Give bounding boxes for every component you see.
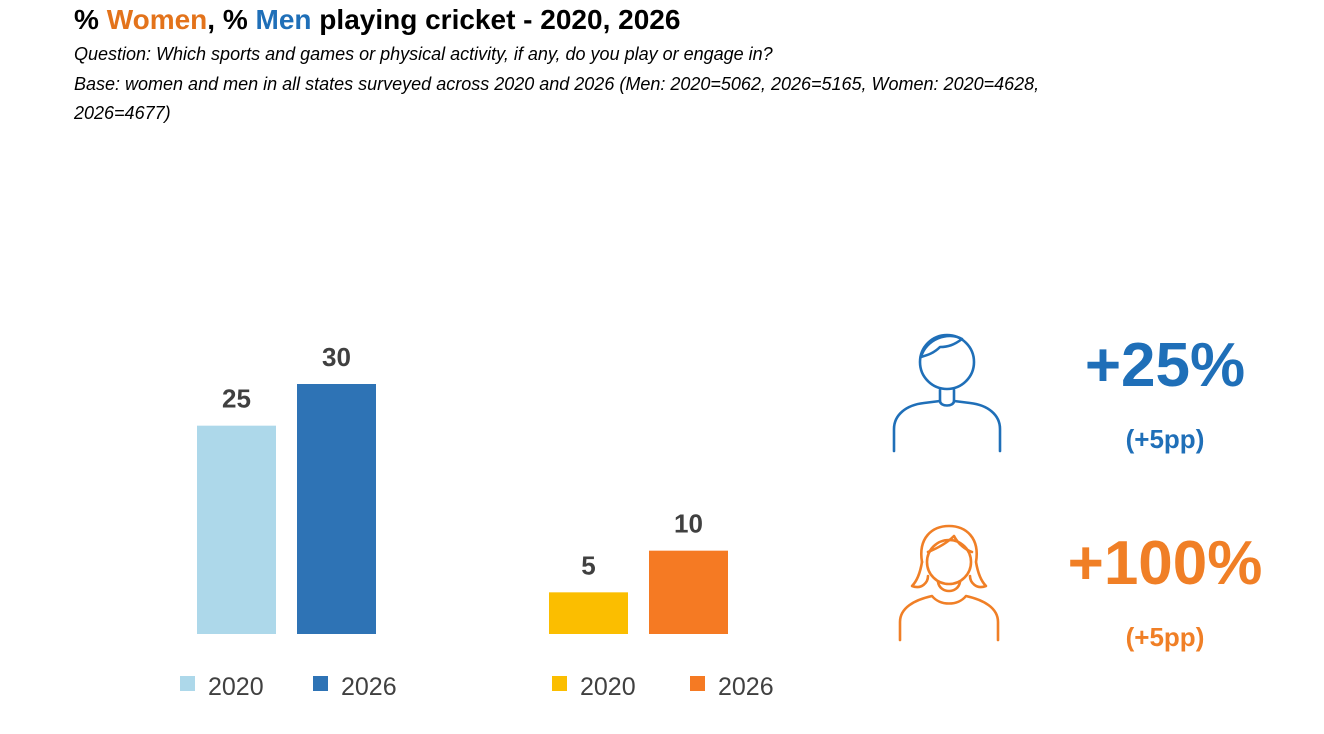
chart-title: % Women, % Men playing cricket - 2020, 2… (74, 4, 680, 36)
title-mid: , % (207, 4, 256, 35)
data-label-men-2020: 25 (222, 384, 251, 414)
legend-label-women-2020: 2020 (580, 673, 636, 701)
legend-swatch-men-2026 (313, 676, 328, 691)
base-text-line1: Base: women and men in all states survey… (74, 74, 1040, 94)
base-text-line2: 2026=4677) (74, 103, 171, 123)
woman-icon (898, 524, 1000, 642)
legend-label-men-2026: 2026 (341, 673, 397, 701)
bar-women-2020 (549, 592, 628, 634)
question-text: Question: Which sports and games or phys… (74, 44, 773, 64)
legend-label-women-2026: 2026 (718, 673, 774, 701)
legend-swatch-men-2020 (180, 676, 195, 691)
legend-swatch-women-2020 (552, 676, 567, 691)
title-men: Men (255, 4, 312, 35)
women-change-value: +100% (1067, 529, 1263, 598)
data-label-men-2026: 30 (322, 342, 351, 372)
title-women: Women (106, 4, 208, 35)
title-suffix: playing cricket - 2020, 2026 (311, 4, 681, 35)
bar-men-2020 (197, 425, 276, 634)
men-change-value: +25% (1084, 331, 1246, 400)
data-label-women-2026: 10 (674, 509, 703, 539)
men-change-pp: (+5pp) (1125, 424, 1205, 454)
title-prefix: % (74, 4, 107, 35)
bar-men-2026 (297, 384, 376, 634)
data-label-women-2020: 5 (581, 550, 595, 580)
legend-swatch-women-2026 (690, 676, 705, 691)
man-icon (892, 333, 1002, 453)
bar-women-2026 (649, 550, 728, 634)
women-change-pp: (+5pp) (1125, 622, 1205, 652)
legend-label-men-2020: 2020 (208, 673, 264, 701)
